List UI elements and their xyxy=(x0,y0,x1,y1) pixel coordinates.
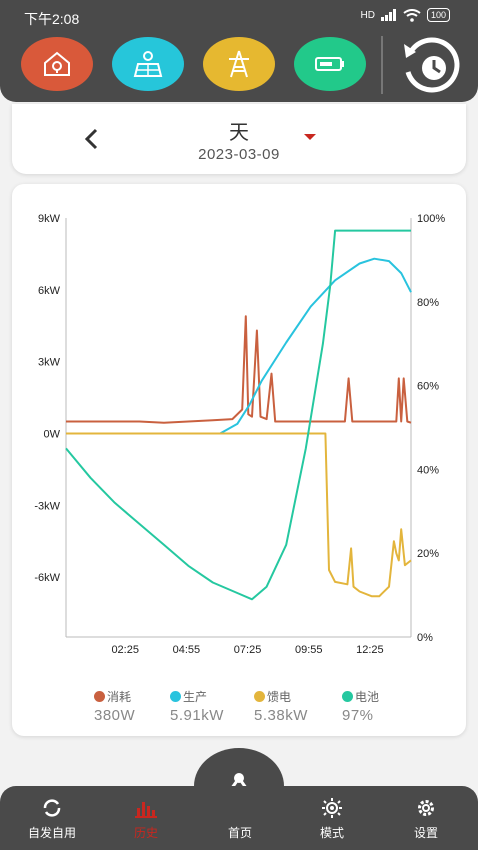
x-tick-label: 09:55 xyxy=(295,644,323,656)
series-line-1 xyxy=(66,257,412,435)
chart-legend: 消耗 380W 生产 5.91kW 馈电 5.38kW 电池 97% xyxy=(12,688,466,730)
y-right-tick-label: 20% xyxy=(417,548,439,560)
x-tick-label: 12:25 xyxy=(356,644,384,656)
legend-dot xyxy=(94,691,105,702)
energy-chart: 9kW 6kW 3kW 0W -3kW -6kW 100% 80% 60% 40% 20% 0% 02:… xyxy=(34,213,445,656)
bottom-nav: 自发自用 历史 首页 模式 设置 xyxy=(0,786,478,850)
nav-settings[interactable]: 设置 xyxy=(386,786,466,850)
battery-icon xyxy=(315,57,344,71)
previous-date-icon[interactable] xyxy=(82,126,102,152)
header-divider xyxy=(381,36,383,94)
period-dropdown-icon[interactable] xyxy=(304,134,316,140)
x-tick-label: 07:25 xyxy=(234,644,262,656)
status-time: 下午2:08 xyxy=(24,11,80,27)
legend-item-battery[interactable]: 电池 97% xyxy=(342,688,442,724)
y-left-tick-label: 9kW xyxy=(38,213,61,225)
y-right-tick-label: 60% xyxy=(417,381,439,393)
mode-icon xyxy=(322,798,342,818)
x-tick-label: 04:55 xyxy=(173,644,201,656)
history-chart-icon xyxy=(135,802,157,818)
y-left-tick-label: 3kW xyxy=(38,357,61,369)
date-label: 2023-03-09 xyxy=(198,146,280,163)
legend-dot xyxy=(170,691,181,702)
status-bar: 下午2:08 HD 100 xyxy=(0,0,478,34)
legend-label: 消耗 xyxy=(107,690,132,704)
power-tower-icon xyxy=(229,50,249,78)
home-energy-button[interactable] xyxy=(21,37,93,91)
legend-item-production[interactable]: 生产 5.91kW xyxy=(170,688,270,724)
nav-label: 自发自用 xyxy=(27,826,76,840)
settings-icon xyxy=(418,800,434,816)
legend-value: 97% xyxy=(342,707,374,724)
x-tick-label: 02:25 xyxy=(111,644,139,656)
y-right-tick-label: 40% xyxy=(417,464,439,476)
legend-value: 5.38kW xyxy=(254,707,308,724)
legend-dot xyxy=(254,691,265,702)
solar-panel-icon xyxy=(133,51,163,77)
nav-self-use[interactable]: 自发自用 xyxy=(12,786,92,850)
status-icons: HD 100 xyxy=(361,8,450,22)
home-energy-icon xyxy=(44,51,70,76)
nav-label: 设置 xyxy=(413,826,438,840)
period-label[interactable]: 天 xyxy=(229,122,249,144)
signal-icon xyxy=(380,9,396,21)
y-left-tick-label: 0W xyxy=(44,428,61,440)
y-right-tick-label: 100% xyxy=(417,213,445,225)
history-button[interactable] xyxy=(398,36,464,96)
battery-button[interactable] xyxy=(294,37,366,91)
nav-label: 首页 xyxy=(227,826,252,840)
grid-button[interactable] xyxy=(203,37,275,91)
battery-status: 100 xyxy=(426,8,450,22)
chart-card: 9kW 6kW 3kW 0W -3kW -6kW 100% 80% 60% 40% 20% 0% 02:… xyxy=(12,184,466,736)
legend-value: 5.91kW xyxy=(170,707,224,724)
clock-history-icon xyxy=(404,37,460,93)
top-bar: 下午2:08 HD 100 xyxy=(0,0,478,102)
wifi-icon xyxy=(403,8,421,22)
nav-mode[interactable]: 模式 xyxy=(292,786,372,850)
legend-label: 馈电 xyxy=(267,690,292,704)
y-right-tick-label: 0% xyxy=(417,632,433,644)
date-selector: 天 2023-03-09 xyxy=(12,104,466,174)
solar-button[interactable] xyxy=(112,37,184,91)
legend-value: 380W xyxy=(94,707,136,724)
series-line-3 xyxy=(65,229,411,601)
y-left-tick-label: -6kW xyxy=(34,572,60,584)
legend-item-consumption[interactable]: 消耗 380W xyxy=(94,688,194,724)
y-left-tick-label: -3kW xyxy=(34,500,60,512)
nav-label: 模式 xyxy=(319,826,344,840)
legend-label: 生产 xyxy=(183,690,208,704)
nav-label: 历史 xyxy=(133,826,158,840)
nav-home[interactable]: 首页 xyxy=(200,786,280,850)
series-line-2 xyxy=(66,432,412,598)
y-left-tick-label: 6kW xyxy=(38,285,61,297)
legend-label: 电池 xyxy=(355,690,380,704)
self-use-icon xyxy=(43,799,61,817)
series-line-0 xyxy=(66,315,412,424)
network-label: HD xyxy=(360,9,375,21)
y-right-tick-label: 80% xyxy=(417,297,439,309)
legend-dot xyxy=(342,691,353,702)
legend-item-feed[interactable]: 馈电 5.38kW xyxy=(254,688,354,724)
nav-history[interactable]: 历史 xyxy=(106,786,186,850)
